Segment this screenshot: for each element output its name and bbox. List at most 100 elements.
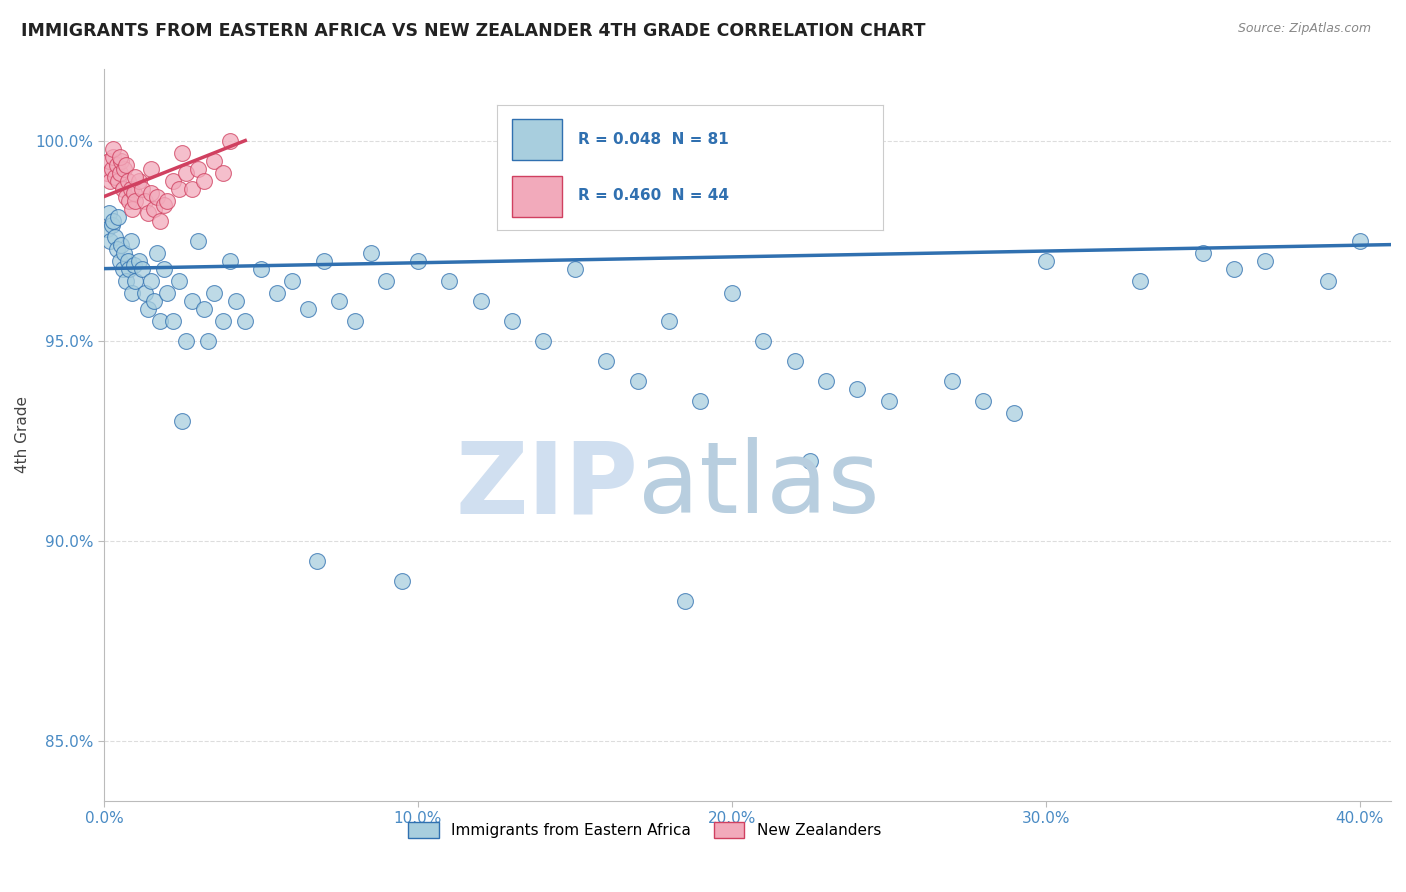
Point bbox=[124, 194, 146, 208]
Point bbox=[941, 374, 963, 388]
Point bbox=[110, 237, 132, 252]
Point bbox=[152, 261, 174, 276]
Point bbox=[218, 253, 240, 268]
Point bbox=[250, 261, 273, 276]
Point bbox=[225, 293, 247, 308]
Point bbox=[297, 301, 319, 316]
Point bbox=[1129, 274, 1152, 288]
Point bbox=[120, 234, 142, 248]
Point bbox=[626, 374, 648, 388]
Point bbox=[307, 554, 329, 568]
Point bbox=[501, 313, 523, 327]
Point bbox=[783, 353, 806, 368]
Point bbox=[360, 245, 382, 260]
Point bbox=[117, 253, 139, 268]
Point bbox=[344, 313, 367, 327]
Point bbox=[595, 353, 617, 368]
Point bbox=[118, 261, 141, 276]
Point bbox=[117, 173, 139, 187]
Point bbox=[107, 173, 129, 187]
Point bbox=[174, 334, 197, 348]
Point bbox=[112, 245, 135, 260]
Point bbox=[1317, 274, 1340, 288]
Point bbox=[187, 234, 209, 248]
Point bbox=[120, 181, 142, 195]
Point bbox=[877, 393, 900, 408]
Point bbox=[128, 253, 150, 268]
Point bbox=[533, 334, 555, 348]
Point bbox=[212, 165, 235, 179]
Point bbox=[111, 181, 134, 195]
Point bbox=[149, 213, 172, 227]
Point bbox=[97, 205, 120, 219]
Point bbox=[98, 173, 121, 187]
Point bbox=[212, 313, 235, 327]
Point bbox=[139, 161, 162, 176]
Point bbox=[101, 218, 124, 232]
Point bbox=[103, 213, 125, 227]
Text: ZIP: ZIP bbox=[456, 437, 638, 534]
Point bbox=[115, 157, 138, 171]
Point bbox=[689, 393, 711, 408]
Point bbox=[391, 574, 413, 588]
Point bbox=[139, 186, 162, 200]
Point bbox=[673, 594, 696, 608]
Y-axis label: 4th Grade: 4th Grade bbox=[15, 396, 30, 473]
Point bbox=[266, 285, 288, 300]
Point bbox=[202, 153, 225, 168]
Point bbox=[131, 181, 153, 195]
Point bbox=[97, 153, 120, 168]
Point bbox=[122, 258, 145, 272]
Point bbox=[146, 189, 169, 203]
Point bbox=[136, 205, 159, 219]
Point bbox=[107, 210, 129, 224]
Point bbox=[752, 334, 775, 348]
Text: Source: ZipAtlas.com: Source: ZipAtlas.com bbox=[1237, 22, 1371, 36]
Point bbox=[658, 313, 681, 327]
Point bbox=[108, 150, 131, 164]
Point bbox=[814, 374, 837, 388]
Point bbox=[1348, 234, 1371, 248]
Point bbox=[720, 285, 742, 300]
Point bbox=[470, 293, 492, 308]
Point bbox=[233, 313, 256, 327]
Point bbox=[1035, 253, 1057, 268]
Point bbox=[152, 197, 174, 211]
Text: atlas: atlas bbox=[638, 437, 880, 534]
Point bbox=[162, 313, 184, 327]
Point bbox=[111, 261, 134, 276]
Point bbox=[180, 293, 202, 308]
Point bbox=[101, 161, 124, 176]
Point bbox=[105, 242, 128, 256]
Point bbox=[122, 186, 145, 200]
Point bbox=[162, 173, 184, 187]
Point bbox=[180, 181, 202, 195]
Point bbox=[104, 229, 127, 244]
Text: IMMIGRANTS FROM EASTERN AFRICA VS NEW ZEALANDER 4TH GRADE CORRELATION CHART: IMMIGRANTS FROM EASTERN AFRICA VS NEW ZE… bbox=[21, 22, 925, 40]
Point bbox=[115, 189, 138, 203]
Point bbox=[197, 334, 219, 348]
Point bbox=[96, 221, 118, 235]
Point bbox=[972, 393, 994, 408]
Point bbox=[124, 274, 146, 288]
Point bbox=[115, 274, 138, 288]
Point bbox=[118, 194, 141, 208]
Point bbox=[846, 382, 869, 396]
Point bbox=[187, 161, 209, 176]
Point bbox=[143, 293, 166, 308]
Point bbox=[1002, 406, 1025, 420]
Point bbox=[564, 261, 586, 276]
Point bbox=[96, 165, 118, 179]
Point bbox=[202, 285, 225, 300]
Point bbox=[174, 165, 197, 179]
Point bbox=[406, 253, 429, 268]
Point bbox=[98, 234, 121, 248]
Point bbox=[193, 173, 215, 187]
Point bbox=[103, 150, 125, 164]
Point bbox=[169, 274, 191, 288]
Point bbox=[104, 169, 127, 184]
Point bbox=[128, 173, 150, 187]
Point bbox=[143, 202, 166, 216]
Point bbox=[328, 293, 350, 308]
Point bbox=[112, 161, 135, 176]
